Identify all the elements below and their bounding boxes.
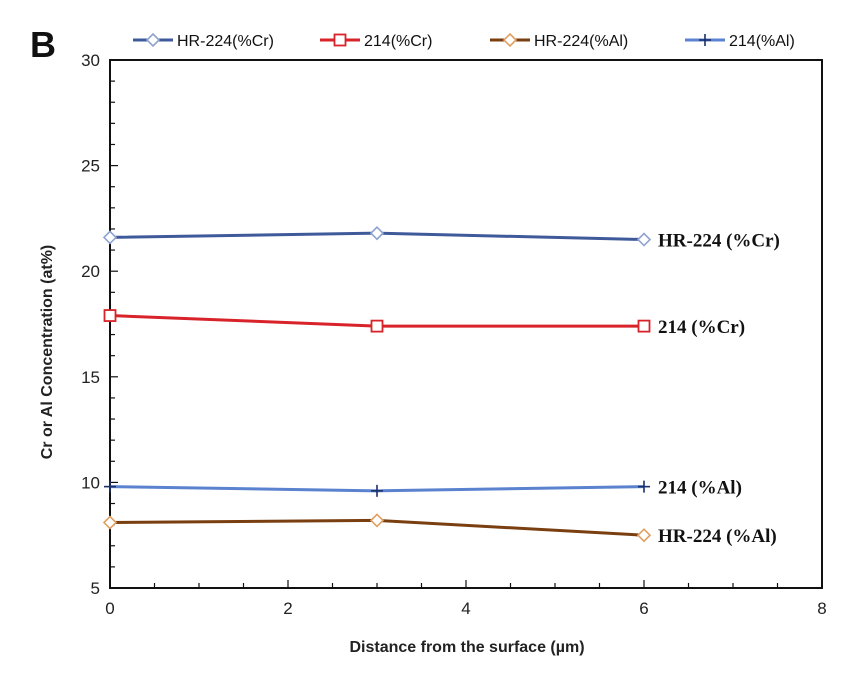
y-tick-label: 15 bbox=[81, 368, 100, 387]
series-layer bbox=[102, 226, 652, 543]
data-point-2-1 bbox=[369, 513, 385, 528]
data-point-2-0 bbox=[102, 515, 118, 530]
y-tick-label: 25 bbox=[81, 157, 100, 176]
legend-label-2: HR-224(%Al) bbox=[534, 33, 628, 50]
annotation-layer: HR-224 (%Cr) 214 (%Cr) HR-224 (%Al) 214 (%A… bbox=[658, 231, 780, 548]
legend-marker-0 bbox=[145, 32, 161, 48]
data-point-0-1 bbox=[369, 226, 385, 241]
data-point-0-0 bbox=[102, 230, 118, 245]
legend-label-1: 214(%Cr) bbox=[364, 33, 432, 50]
y-tick-label: 30 bbox=[81, 51, 100, 70]
x-tick-label: 0 bbox=[105, 599, 114, 618]
data-point-0-2 bbox=[636, 232, 652, 247]
axes: 0 2 4 6 8 5 10 15 20 25 30 bbox=[81, 51, 827, 618]
legend-marker-1 bbox=[333, 33, 347, 47]
panel-label: B bbox=[30, 24, 56, 65]
x-tick-label: 2 bbox=[283, 599, 292, 618]
data-point-1-2 bbox=[637, 319, 651, 333]
series-annotation-0: HR-224 (%Cr) bbox=[658, 231, 780, 252]
data-point-3-0 bbox=[104, 480, 116, 493]
legend-marker-2 bbox=[502, 32, 518, 48]
y-tick-label: 10 bbox=[81, 473, 100, 492]
x-tick-label: 8 bbox=[817, 599, 826, 618]
legend-label-0: HR-224(%Cr) bbox=[177, 33, 274, 50]
x-tick-label: 6 bbox=[639, 599, 648, 618]
data-point-1-0 bbox=[103, 309, 117, 322]
legend-marker-3 bbox=[699, 34, 711, 46]
series-annotation-3: 214 (%Al) bbox=[658, 478, 742, 499]
data-point-3-2 bbox=[638, 480, 650, 493]
data-point-3-1 bbox=[371, 484, 383, 497]
series-annotation-1: 214 (%Cr) bbox=[658, 317, 745, 338]
series-annotation-2: HR-224 (%Al) bbox=[658, 526, 777, 547]
x-tick-label: 4 bbox=[461, 599, 470, 618]
data-point-2-2 bbox=[636, 528, 652, 543]
y-tick-label: 5 bbox=[91, 579, 100, 598]
y-tick-label: 20 bbox=[81, 262, 100, 281]
data-point-1-1 bbox=[370, 319, 384, 333]
y-axis-title: Cr or Al Concentration (at%) bbox=[39, 245, 56, 460]
legend: HR-224(%Cr) 214(%Cr) HR-224(%Al) 214(%Al) bbox=[133, 32, 795, 50]
x-axis-title: Distance from the surface (µm) bbox=[349, 639, 584, 656]
legend-label-3: 214(%Al) bbox=[729, 33, 795, 50]
